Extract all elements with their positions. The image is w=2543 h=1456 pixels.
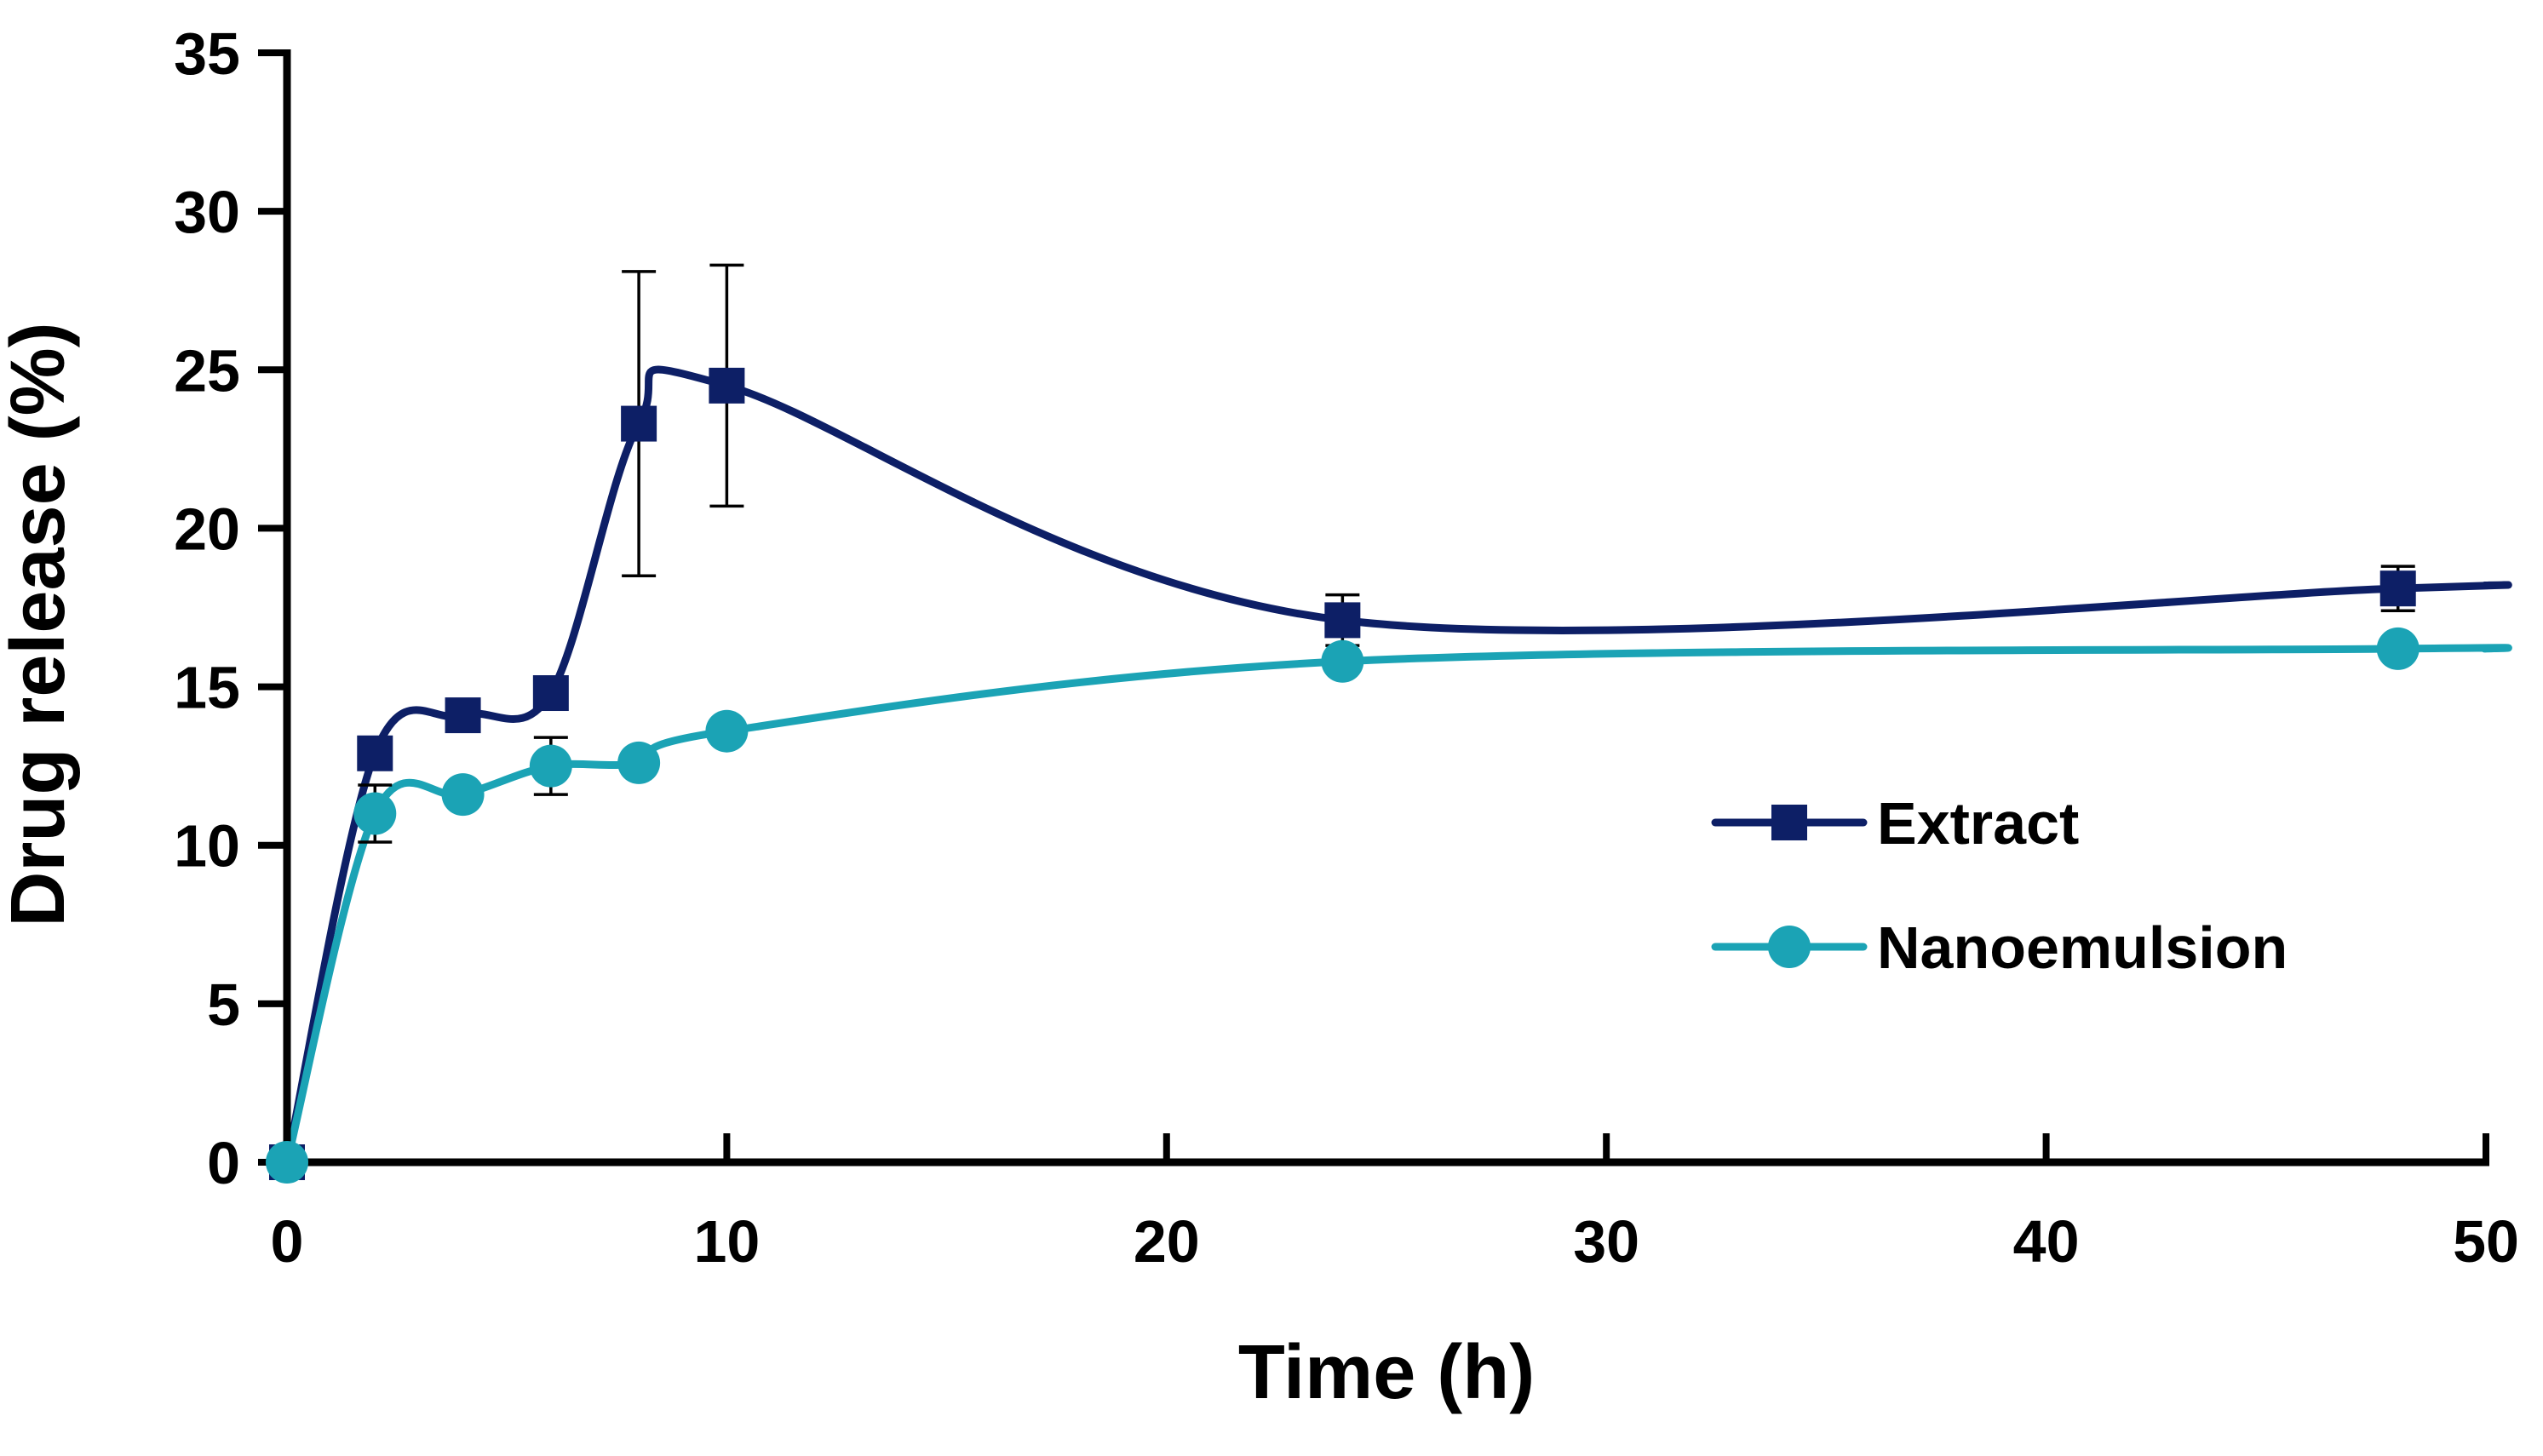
extract-point xyxy=(621,405,657,442)
extract-point xyxy=(2379,570,2416,607)
nanoemulsion-point xyxy=(441,773,485,817)
x-tick-label: 10 xyxy=(693,1208,760,1275)
nanoemulsion-point xyxy=(705,709,749,753)
series-layer xyxy=(283,365,2512,1167)
x-tick-label: 50 xyxy=(2453,1208,2519,1275)
x-tick-label: 30 xyxy=(1573,1208,1639,1275)
nanoemulsion-point xyxy=(2376,627,2420,670)
y-axis-title: Drug release (%) xyxy=(0,322,81,926)
y-tick-label: 10 xyxy=(174,813,240,880)
legend-extract-marker xyxy=(1771,805,1807,840)
ticks-layer: 0 5 10 15 20 25 30 35 0 10 20 30 40 50 xyxy=(174,20,2519,1275)
extract-point xyxy=(532,675,569,712)
y-tick-label: 20 xyxy=(174,496,240,562)
extract-point xyxy=(445,697,481,734)
nanoemulsion-point xyxy=(1321,639,1364,683)
y-tick-label: 5 xyxy=(207,972,240,1038)
markers-layer xyxy=(266,263,2420,1184)
legend-nanoemulsion-label: Nanoemulsion xyxy=(1877,914,2288,981)
extract-point xyxy=(1324,602,1361,639)
y-tick-label: 0 xyxy=(207,1130,240,1196)
y-tick-label: 25 xyxy=(174,337,240,404)
extract-line xyxy=(283,365,2512,1167)
y-tick-label: 30 xyxy=(174,179,240,245)
x-tick-label: 40 xyxy=(2013,1208,2080,1275)
x-tick-label: 20 xyxy=(1134,1208,1200,1275)
legend: Extract Nanoemulsion xyxy=(1711,790,2288,981)
y-tick-label: 15 xyxy=(174,655,240,721)
x-axis-title: Time (h) xyxy=(1238,1330,1535,1415)
extract-point xyxy=(709,367,745,404)
nanoemulsion-line xyxy=(283,644,2512,1167)
axes-layer xyxy=(283,49,2489,1167)
nanoemulsion-point xyxy=(353,792,397,835)
y-tick-label: 35 xyxy=(174,20,240,87)
nanoemulsion-point xyxy=(266,1141,308,1184)
legend-nanoemulsion-marker xyxy=(1768,926,1811,968)
legend-extract-label: Extract xyxy=(1877,790,2079,857)
nanoemulsion-point xyxy=(617,741,661,784)
nanoemulsion-point xyxy=(529,744,572,788)
extract-point xyxy=(357,735,393,771)
x-tick-label: 0 xyxy=(271,1208,304,1275)
